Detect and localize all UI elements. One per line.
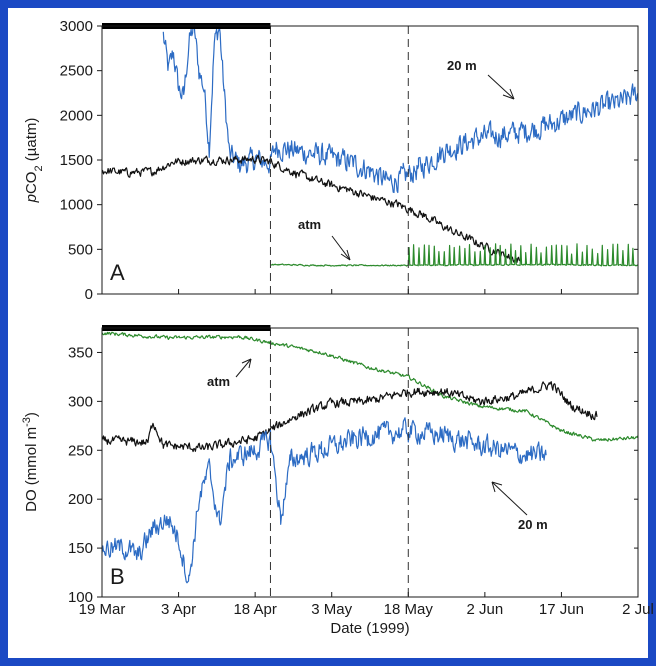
x-tick-label: 3 Apr	[161, 601, 196, 618]
annotation-arrowhead	[491, 481, 503, 493]
panel-a-label: A	[110, 260, 125, 285]
series-line-black-b	[102, 381, 598, 453]
y-tick-label: 300	[68, 393, 93, 410]
x-tick-label: 19 Mar	[79, 601, 126, 618]
panel-b-annotation-atm: atm	[207, 358, 252, 389]
panel-a-pco2: 0 500 1000 1500 2000 2500 3000 A pCO2 (µatm) 2…	[23, 18, 639, 303]
y-tick-label: 250	[68, 442, 93, 459]
y-tick-label: 350	[68, 344, 93, 361]
panel-b-annotation-20m: 20 m	[491, 481, 548, 532]
panel-a-annotation-atm: atm	[298, 217, 351, 261]
panel-b-ticks: 100 150 200 250 300 350	[68, 344, 639, 606]
y-tick-label: 3000	[60, 18, 93, 35]
y-tick-label: 0	[85, 286, 93, 303]
series-line-atm-a	[270, 243, 638, 267]
x-axis-title: Date (1999)	[330, 620, 409, 637]
annotation-arrowhead	[241, 358, 252, 369]
panel-b-label: B	[110, 564, 125, 589]
series-line-black-a	[102, 154, 522, 263]
annotation-label: 20 m	[518, 517, 548, 532]
y-tick-label: 500	[68, 241, 93, 258]
annotation-arrow	[487, 74, 515, 100]
panel-a-annotation-20m: 20 m	[447, 58, 515, 100]
panel-b-dashed-lines	[269, 328, 409, 597]
y-tick-label: 100	[68, 589, 93, 606]
panel-a-y-axis-title: pCO2 (µatm)	[23, 118, 45, 204]
panel-b-do: 100 150 200 250 300 350 B DO (mmol m-3) atm 2…	[21, 325, 639, 606]
panel-b-axes-box	[101, 327, 639, 598]
x-tick-label: 17 Jun	[539, 601, 584, 618]
annotation-arrow	[331, 235, 351, 261]
series-line-atm-b	[102, 331, 638, 442]
y-tick-label: 2000	[60, 107, 93, 124]
annotation-label: atm	[207, 374, 230, 389]
x-axis-tick-labels: 19 Mar 3 Apr 18 Apr 3 May 18 May 2 Jun 17 Jun 2…	[79, 601, 654, 618]
y-tick-label: 1000	[60, 197, 93, 214]
x-tick-label: 2 Jun	[467, 601, 504, 618]
panel-a-dashed-lines	[269, 26, 409, 294]
y-tick-label: 1500	[60, 152, 93, 169]
panel-b-series	[102, 331, 638, 584]
y-tick-label: 2500	[60, 63, 93, 80]
x-tick-label: 18 Apr	[233, 601, 276, 618]
panel-a-series	[102, 26, 638, 267]
annotation-arrowhead	[502, 88, 515, 100]
annotation-arrow	[491, 481, 528, 516]
y-tick-label: 200	[68, 491, 93, 508]
panel-a-ticks: 0 500 1000 1500 2000 2500 3000	[60, 18, 639, 303]
y-tick-label: 150	[68, 540, 93, 557]
x-tick-label: 3 May	[311, 601, 352, 618]
annotation-arrow	[235, 358, 252, 378]
x-tick-label: 18 May	[384, 601, 434, 618]
panel-b-y-axis-title: DO (mmol m-3)	[21, 412, 40, 512]
annotation-label: 20 m	[447, 58, 477, 73]
series-line-20-m-a	[162, 26, 638, 194]
x-tick-label: 2 Jul	[622, 601, 654, 618]
annotation-arrowhead	[340, 249, 351, 261]
annotation-label: atm	[298, 217, 321, 232]
series-line-20-m-b	[102, 417, 547, 584]
